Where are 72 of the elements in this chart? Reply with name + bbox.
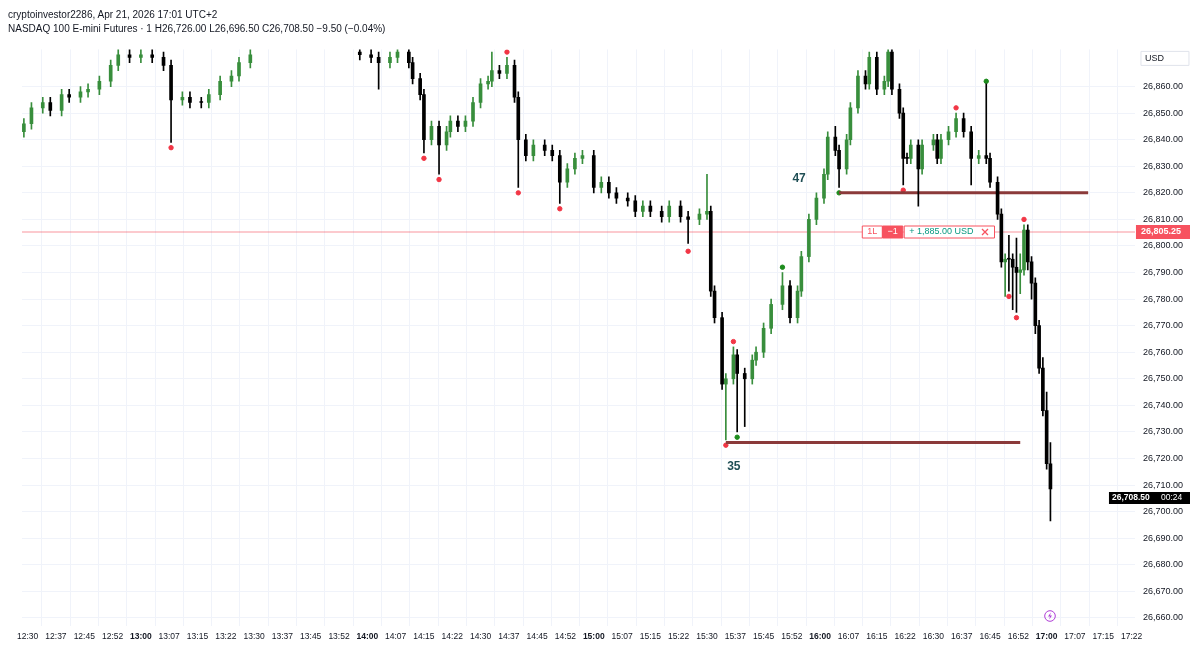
- x-tick-label: 15:22: [668, 631, 690, 642]
- y-tick-label: 26,680.00: [1142, 559, 1184, 570]
- x-tick-label: 13:00: [130, 631, 153, 642]
- y-tick-label: 26,810.00: [1142, 213, 1184, 224]
- annotation: −1: [887, 226, 898, 237]
- chart-subtitle: NASDAQ 100 E-mini Futures · 1 H26,726.00 L26,696.50 C26,708.50 −9.50 (−0.04%): [8, 22, 387, 36]
- y-tick-label: 26,780.00: [1142, 293, 1184, 304]
- x-tick-label: 14:07: [384, 631, 407, 642]
- x-tick-label: 13:52: [328, 631, 350, 642]
- text: 00:24: [1160, 492, 1183, 503]
- x-tick-label: 12:37: [45, 631, 67, 642]
- x-tick-label: 14:00: [356, 631, 379, 642]
- y-axis-title: USD: [1144, 52, 1165, 63]
- x-tick-label: 13:30: [243, 631, 266, 642]
- x-tick-label: 16:15: [866, 631, 888, 642]
- x-tick-label: 17:07: [1064, 631, 1086, 642]
- x-tick-label: 16:30: [922, 631, 945, 642]
- chart-title: cryptoinvestor2286, Apr 21, 2026 17:01 UTC+2: [8, 8, 219, 22]
- x-tick-label: 15:30: [696, 631, 718, 642]
- x-tick-label: 14:22: [441, 631, 464, 642]
- x-tick-label: 14:30: [469, 631, 492, 642]
- x-tick-label: 15:07: [611, 631, 633, 642]
- x-tick-label: 16:22: [894, 631, 917, 642]
- y-tick-label: 26,710.00: [1142, 479, 1184, 490]
- y-tick-label: 26,840.00: [1142, 134, 1184, 145]
- y-tick-label: 26,830.00: [1142, 160, 1184, 171]
- x-tick-label: 16:07: [837, 631, 860, 642]
- x-tick-label: 15:52: [781, 631, 803, 642]
- x-tick-label: 13:45: [300, 631, 322, 642]
- x-tick-label: 12:45: [73, 631, 96, 642]
- annotation: 1L: [867, 226, 878, 237]
- x-tick-label: 16:37: [951, 631, 973, 642]
- annotation: 35: [727, 458, 741, 473]
- y-tick-label: 26,700.00: [1142, 506, 1184, 517]
- y-tick-label: 26,860.00: [1142, 81, 1184, 92]
- y-tick-label: 26,690.00: [1142, 532, 1184, 543]
- y-tick-label: 26,800.00: [1142, 240, 1184, 251]
- y-tick-label: 26,850.00: [1142, 107, 1184, 118]
- y-tick-label: 26,770.00: [1142, 320, 1184, 331]
- y-tick-label: 26,720.00: [1142, 452, 1184, 463]
- y-tick-label: 26,730.00: [1142, 426, 1184, 437]
- x-tick-label: 14:52: [554, 631, 577, 642]
- x-tick-label: 13:15: [186, 631, 209, 642]
- y-tick-label: 26,760.00: [1142, 346, 1184, 357]
- y-tick-label: 26,750.00: [1142, 373, 1184, 384]
- x-tick-label: 14:15: [413, 631, 435, 642]
- x-tick-label: 14:45: [526, 631, 549, 642]
- x-tick-label: 17:15: [1092, 631, 1115, 642]
- ref-line-label: 26,805.25: [1140, 226, 1182, 237]
- y-tick-label: 26,820.00: [1142, 187, 1184, 198]
- x-tick-label: 16:45: [979, 631, 1001, 642]
- x-tick-label: 17:22: [1120, 631, 1143, 642]
- x-tick-label: 15:15: [639, 631, 662, 642]
- annotation: 47: [792, 171, 807, 186]
- x-tick-label: 12:52: [101, 631, 124, 642]
- x-tick-label: 16:00: [809, 631, 832, 642]
- y-tick-label: 26,790.00: [1142, 267, 1184, 278]
- x-tick-label: 13:07: [158, 631, 181, 642]
- x-tick-label: 15:45: [752, 631, 775, 642]
- annotation: + 1,885.00 USD: [909, 226, 974, 237]
- x-tick-label: 13:22: [215, 631, 237, 642]
- x-tick-label: 14:37: [498, 631, 520, 642]
- x-tick-label: 12:30: [17, 631, 39, 642]
- x-tick-label: 15:37: [724, 631, 747, 642]
- x-tick-label: 17:00: [1035, 631, 1058, 642]
- y-tick-label: 26,740.00: [1142, 399, 1184, 410]
- y-tick-label: 26,670.00: [1142, 585, 1184, 596]
- y-tick-label: 26,660.00: [1142, 612, 1184, 623]
- annotation: 26,708.50: [1111, 492, 1151, 503]
- x-tick-label: 16:52: [1007, 631, 1030, 642]
- x-tick-label: 13:37: [271, 631, 294, 642]
- x-tick-label: 15:00: [582, 631, 605, 642]
